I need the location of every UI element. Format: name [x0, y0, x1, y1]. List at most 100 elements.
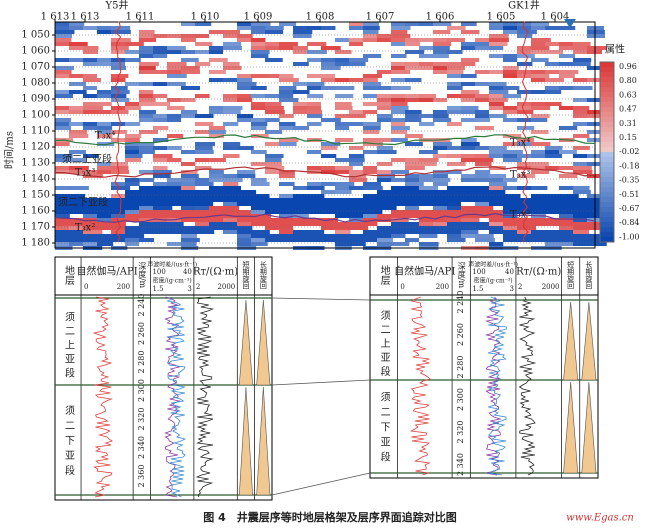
seismic-cell — [153, 174, 171, 178]
seismic-cell — [153, 94, 168, 98]
seismic-cell — [321, 86, 339, 90]
seismic-cell — [335, 210, 353, 214]
seismic-cell — [475, 210, 490, 214]
seismic-cell — [279, 78, 299, 82]
seismic-cell — [237, 174, 256, 178]
seismic-cell — [125, 178, 140, 182]
seismic-cell — [111, 162, 128, 166]
seismic-cell — [461, 174, 479, 178]
seismic-cell — [223, 78, 240, 82]
seismic-cell — [573, 202, 590, 206]
seismic-cell — [531, 234, 547, 238]
seismic-cell — [69, 198, 84, 202]
seismic-cell — [55, 94, 74, 98]
seismic-cell — [293, 62, 309, 66]
seismic-cell — [433, 70, 450, 74]
seismic-cell — [83, 26, 101, 30]
seismic-cell — [279, 182, 295, 186]
scale-label: 2000 — [542, 283, 560, 291]
seismic-cell — [279, 122, 296, 126]
seismic-cell — [545, 42, 563, 46]
seismic-cell — [433, 38, 451, 42]
seismic-cell — [307, 206, 327, 210]
seismic-cell — [125, 234, 145, 238]
seismic-cell — [517, 22, 534, 26]
depth-label: 2 240 — [456, 291, 465, 314]
seismic-cell — [209, 206, 224, 210]
seismic-cell — [573, 110, 593, 114]
time-label: 1 180 — [21, 238, 50, 249]
seismic-cell — [545, 166, 565, 170]
seismic-cell — [391, 54, 407, 58]
seismic-cell — [349, 110, 368, 114]
seismic-cell — [139, 150, 155, 154]
seismic-cell — [503, 86, 520, 90]
seismic-cell — [265, 234, 280, 238]
seismic-cell — [83, 170, 98, 174]
seismic-cell — [97, 110, 116, 114]
seismic-cell — [489, 222, 508, 226]
seismic-cell — [349, 226, 369, 230]
seismic-cell — [447, 74, 464, 78]
seismic-cell — [363, 82, 382, 86]
colorbar-cell — [600, 77, 614, 82]
seismic-cell — [419, 46, 435, 50]
seismic-cell — [125, 230, 142, 234]
seismic-cell — [307, 110, 323, 114]
seismic-cell — [573, 98, 589, 102]
colorbar-cell — [600, 122, 614, 127]
seismic-cell — [363, 94, 383, 98]
seismic-cell — [489, 54, 504, 58]
log-curve — [410, 296, 431, 476]
seismic-cell — [531, 130, 549, 134]
seismic-cell — [377, 230, 395, 234]
seismic-cell — [251, 238, 270, 242]
seismic-cell — [573, 106, 590, 110]
log-curve — [92, 296, 114, 498]
seismic-cell — [181, 58, 199, 62]
seismic-cell — [195, 230, 215, 234]
seismic-cell — [167, 226, 184, 230]
seismic-cell — [83, 234, 101, 238]
seismic-cell — [125, 146, 145, 150]
seismic-cell — [461, 94, 479, 98]
seismic-cell — [475, 126, 494, 130]
seismic-cell — [377, 162, 393, 166]
colorbar-cell — [600, 62, 614, 67]
seismic-cell — [209, 218, 229, 222]
seismic-cell — [475, 70, 495, 74]
colorbar-cell — [600, 82, 614, 87]
colorbar-cell — [600, 107, 614, 112]
seismic-cell — [433, 50, 450, 54]
seismic-cell — [531, 222, 549, 226]
header: 声波时差/(us·ft⁻¹) — [147, 261, 197, 269]
seismic-cell — [237, 78, 253, 82]
header: 长期旋回 — [585, 260, 593, 290]
seismic-cell — [461, 98, 480, 102]
seismic-cell — [349, 154, 365, 158]
seismic-cell — [419, 162, 437, 166]
seismic-cell — [125, 202, 144, 206]
seismic-cell — [237, 170, 256, 174]
seismic-cell — [97, 126, 113, 130]
seismic-cell — [195, 218, 211, 222]
seismic-cell — [419, 178, 437, 182]
seismic-cell — [573, 234, 593, 238]
seismic-cell — [461, 142, 480, 146]
seismic-cell — [307, 86, 327, 90]
seismic-cell — [433, 66, 450, 70]
unit-label: 须二下亚段 — [378, 391, 390, 466]
seismic-cell — [69, 90, 87, 94]
seismic-cell — [489, 186, 506, 190]
seismic-cell — [475, 170, 491, 174]
seismic-cell — [489, 198, 504, 202]
colorbar-cell — [600, 232, 614, 237]
seismic-cell — [587, 198, 606, 202]
scale-label: 0 — [84, 283, 88, 291]
seismic-cell — [503, 142, 522, 146]
seismic-cell — [391, 190, 411, 194]
seismic-cell — [489, 42, 508, 46]
seismic-cell — [419, 22, 439, 26]
seismic-cell — [153, 222, 173, 226]
seismic-cell — [125, 58, 141, 62]
